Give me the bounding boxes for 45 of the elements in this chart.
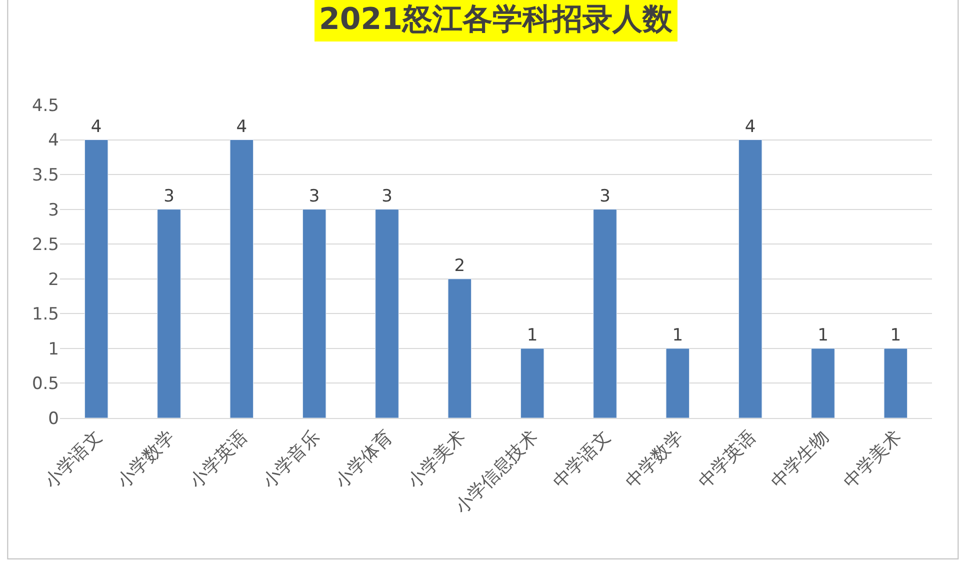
- x-tick-label: 中学数学: [622, 426, 688, 492]
- bar: [230, 140, 254, 418]
- bar: [375, 209, 399, 418]
- data-label: 1: [672, 325, 684, 346]
- data-label: 2: [454, 256, 466, 276]
- data-label: 1: [890, 325, 902, 346]
- y-tick-label: 1.5: [32, 304, 59, 325]
- x-tick-label: 小学语文: [40, 426, 106, 492]
- x-tick-label: 小学音乐: [258, 426, 324, 492]
- y-tick-label: 4: [48, 130, 59, 151]
- y-tick-label: 3.5: [32, 166, 59, 186]
- x-tick-label: 小学英语: [186, 426, 252, 492]
- bar: [157, 209, 181, 418]
- x-tick-label: 小学数学: [113, 426, 179, 492]
- bar: [811, 348, 835, 418]
- x-tick-label: 小学体育: [331, 426, 397, 492]
- y-tick-label: 3: [48, 200, 59, 220]
- data-label: 3: [382, 186, 392, 206]
- x-tick-label: 中学生物: [767, 426, 833, 492]
- bar: [84, 140, 108, 418]
- y-tick-label: 0.5: [32, 374, 59, 394]
- bar: [448, 278, 472, 418]
- data-label: 1: [818, 325, 828, 346]
- data-label: 3: [308, 186, 320, 206]
- data-label: 4: [236, 116, 248, 137]
- bar: [520, 348, 544, 418]
- data-label: 3: [600, 186, 610, 206]
- bar: [884, 348, 908, 418]
- data-label: 4: [744, 116, 756, 137]
- x-tick-label: 中学语文: [549, 426, 615, 492]
- x-tick-label: 中学美术: [840, 426, 906, 492]
- y-tick-label: 2: [48, 270, 59, 290]
- y-tick-label: 0: [48, 408, 59, 429]
- x-tick-label: 中学英语: [694, 426, 760, 492]
- bar: [666, 348, 690, 418]
- data-label: 3: [164, 186, 174, 206]
- data-label: 4: [90, 116, 102, 137]
- y-tick-label: 2.5: [32, 235, 59, 256]
- bar: [302, 209, 326, 418]
- y-tick-label: 4.5: [32, 96, 59, 116]
- chart-title: 2021怒江各学科招录人数: [319, 2, 674, 37]
- bar: [738, 140, 762, 418]
- bar: [593, 209, 617, 418]
- y-tick-label: 1: [48, 339, 59, 360]
- data-label: 1: [526, 325, 538, 346]
